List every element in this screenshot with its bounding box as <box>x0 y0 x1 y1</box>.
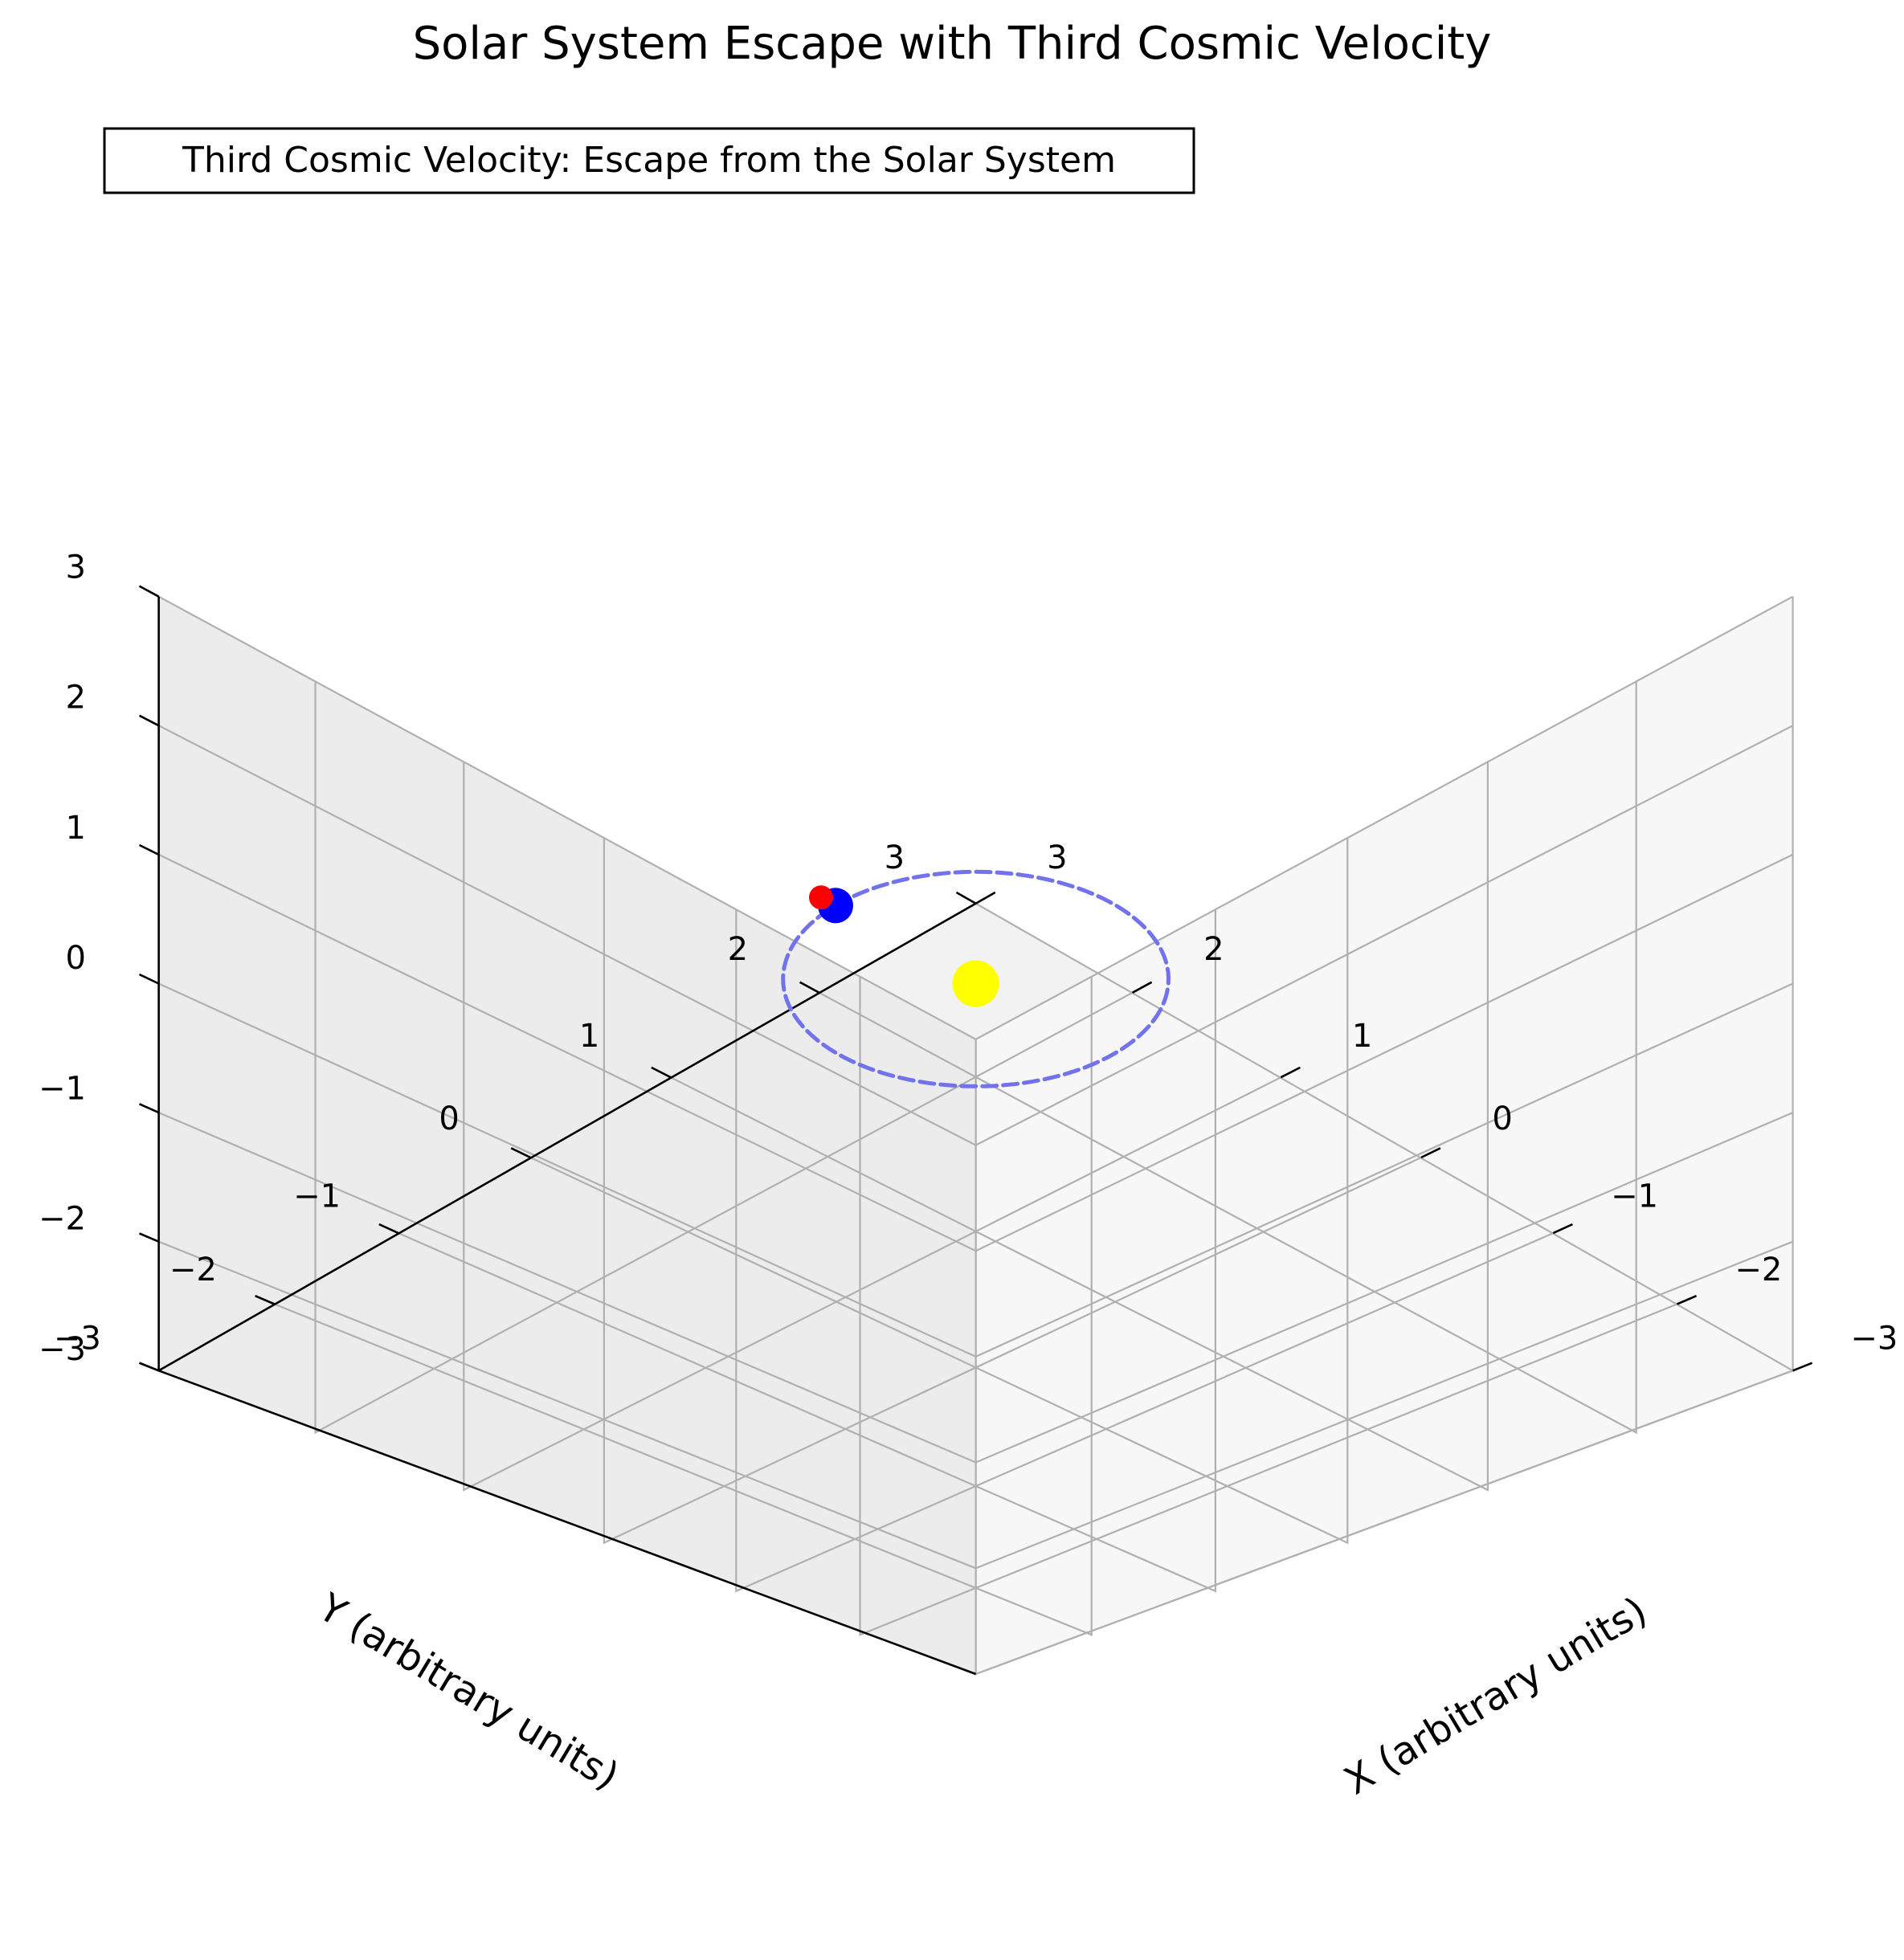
annotation-text: Third Cosmic Velocity: Escape from the S… <box>182 140 1116 181</box>
chart-title: Solar System Escape with Third Cosmic Ve… <box>413 18 1492 70</box>
y-tick <box>378 1223 399 1235</box>
y-axis-line <box>157 902 977 1372</box>
grid-lines <box>157 595 1794 1676</box>
grid-line-y <box>819 681 1637 1435</box>
probe-point <box>809 885 833 910</box>
y-tick-label: −2 <box>170 1252 217 1288</box>
z-tick <box>138 843 160 856</box>
x-axis-line <box>158 1370 977 1676</box>
y-tick <box>651 1066 672 1079</box>
z-tick <box>138 1232 160 1243</box>
grid-line-y <box>529 838 1349 1545</box>
y-tick-label: 2 <box>728 931 748 968</box>
z-tick-label: 1 <box>66 810 86 847</box>
z-tick-label: −3 <box>39 1331 86 1368</box>
y-tick-label: 1 <box>579 1018 599 1055</box>
z-tick <box>138 1103 160 1114</box>
grid-line-x <box>735 909 1554 1593</box>
z-tick <box>139 1362 160 1372</box>
z-tick-label: 2 <box>66 680 86 717</box>
grid-line-x <box>603 838 1422 1545</box>
grid-line-z <box>158 725 1794 1146</box>
x-tick <box>1280 1066 1301 1079</box>
grid-line-y <box>398 909 1217 1593</box>
x-back-pane <box>975 596 1793 1675</box>
x-tick <box>1420 1147 1441 1159</box>
y-tick <box>955 891 977 904</box>
x-tick-label: −2 <box>1734 1252 1782 1288</box>
grid-line-z <box>158 1112 1794 1464</box>
z-tick-label: 3 <box>66 549 86 586</box>
y-tick-label: −1 <box>293 1178 341 1215</box>
grid-line-z <box>158 853 1794 1252</box>
y-tick <box>510 1147 531 1159</box>
sun-point <box>952 960 999 1007</box>
x-tick-label: 0 <box>1492 1100 1512 1137</box>
x-tick <box>1552 1223 1573 1235</box>
data-layer <box>781 869 1171 1088</box>
y-tick <box>799 981 820 994</box>
grid-line-y <box>670 762 1489 1492</box>
grid-line-x <box>463 762 1281 1492</box>
x-tick-label: −1 <box>1611 1178 1658 1215</box>
grid-line-z <box>158 595 1794 1041</box>
annotation-box: Third Cosmic Velocity: Escape from the S… <box>103 127 1195 194</box>
x-tick <box>1131 981 1153 994</box>
z-tick-label: 0 <box>66 940 86 977</box>
y-tick <box>255 1295 276 1305</box>
x-tick-label: 3 <box>1047 839 1067 876</box>
z-tick <box>138 585 160 598</box>
x-tick-label: 1 <box>1352 1018 1372 1055</box>
z-tick <box>138 973 160 985</box>
z-tick-label: −1 <box>39 1070 86 1107</box>
grid-line-z <box>158 1240 1794 1570</box>
y-tick-label: −3 <box>54 1321 101 1358</box>
y-back-pane <box>158 596 976 1675</box>
annotation-frame <box>103 127 1195 194</box>
grid-line-z <box>158 982 1794 1358</box>
x-tick <box>1676 1295 1698 1305</box>
grid-line-x <box>314 681 1134 1435</box>
x-tick-label: −3 <box>1850 1321 1898 1358</box>
z-tick <box>138 714 160 727</box>
x-tick-label: 2 <box>1203 931 1224 968</box>
x-tick <box>1792 1362 1813 1372</box>
earth-orbit-line <box>781 869 1171 1088</box>
x-tick <box>974 891 996 904</box>
y-tick-label: 3 <box>885 839 905 876</box>
grid-line-y <box>274 977 1093 1636</box>
z-tick-label: −2 <box>39 1201 86 1238</box>
y-tick-label: 0 <box>439 1100 459 1137</box>
tick-marks: −3 −2 −1 0 1 2 3 −3 −2 −1 0 1 2 3 −3 −2 −1 0 1 2 3 <box>39 549 1898 1372</box>
grid-line-x <box>859 977 1677 1636</box>
